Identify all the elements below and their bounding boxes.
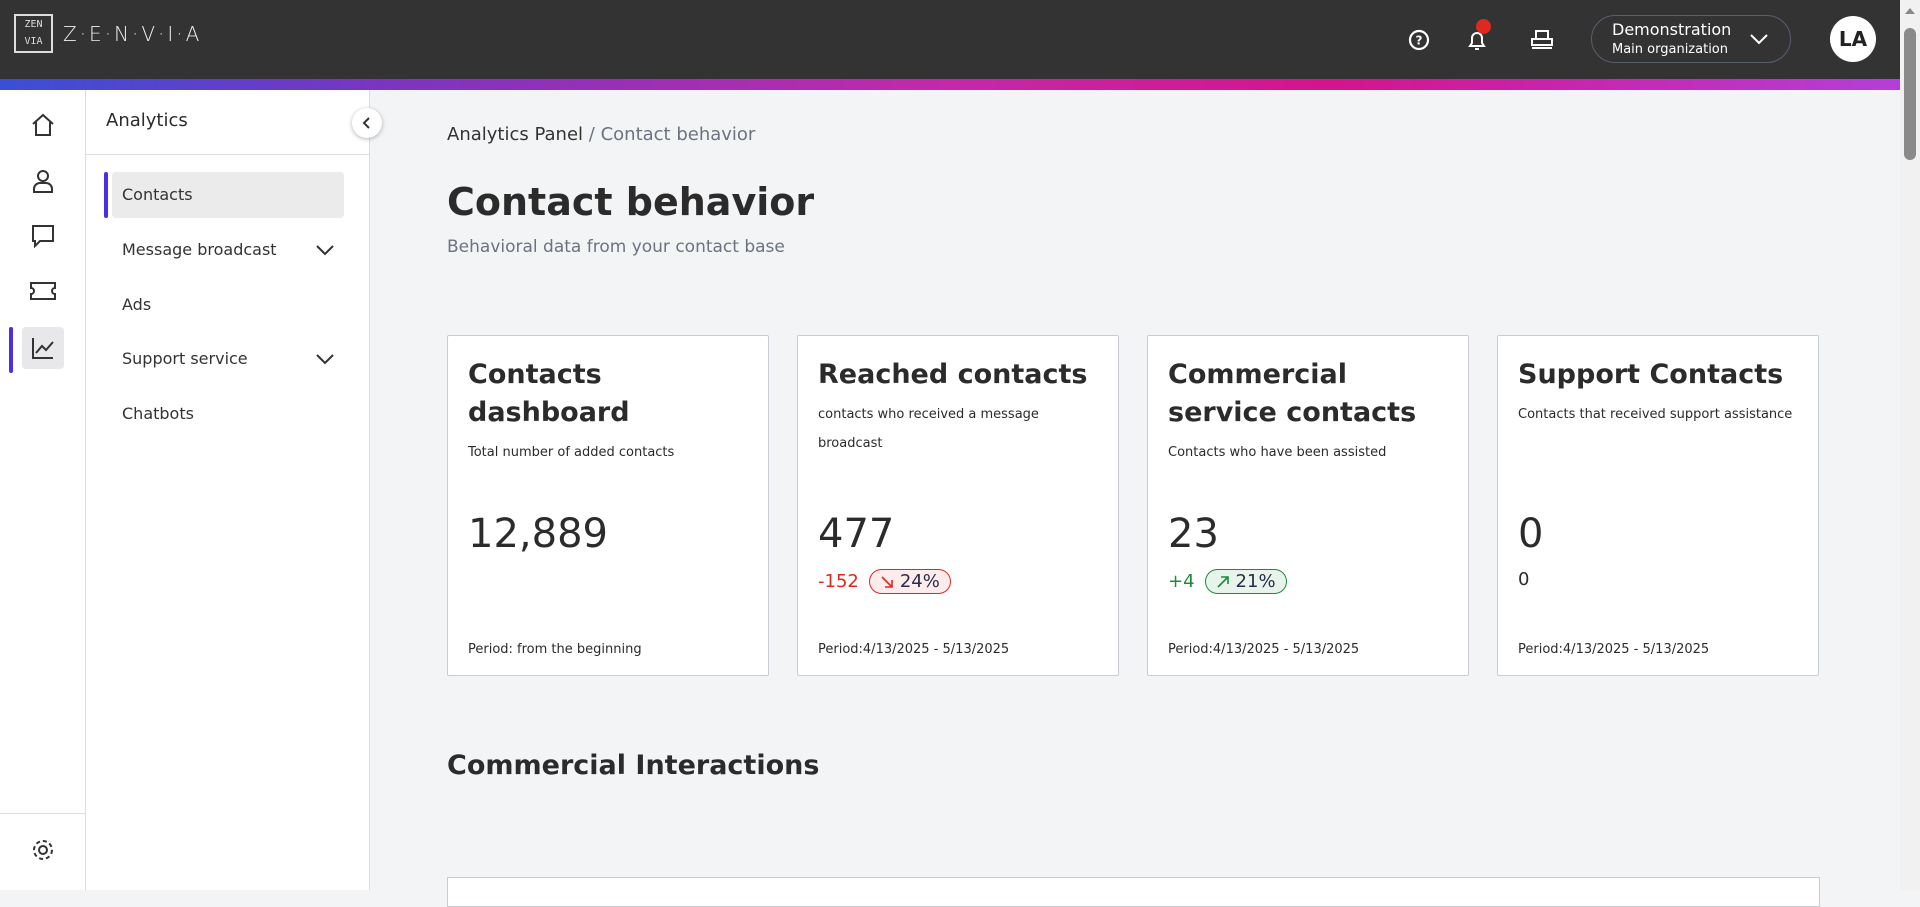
collapse-sidebar-button[interactable] bbox=[352, 108, 382, 138]
chevron-left-icon bbox=[362, 117, 370, 129]
sidebar-item-label: Contacts bbox=[122, 185, 193, 204]
rail-divider bbox=[0, 813, 86, 814]
card-period: Period:4/13/2025 - 5/13/2025 bbox=[818, 642, 1010, 657]
notification-badge bbox=[1476, 19, 1491, 34]
sidebar-item-message-broadcast[interactable]: Message broadcast bbox=[112, 227, 344, 273]
org-subtitle: Main organization bbox=[1612, 42, 1728, 57]
analytics-icon[interactable] bbox=[9, 327, 64, 373]
logo-text: Z·E·N·V·I·A bbox=[63, 21, 203, 46]
zenvia-logo[interactable]: ZEN VIA Z·E·N·V·I·A bbox=[14, 14, 202, 53]
organization-selector[interactable]: Demonstration Main organization bbox=[1591, 15, 1791, 63]
card-description: Contacts who have been assisted bbox=[1168, 445, 1387, 460]
sidebar-item-support-service[interactable]: Support service bbox=[112, 336, 344, 382]
avatar[interactable]: LA bbox=[1830, 16, 1876, 62]
icon-rail bbox=[0, 90, 86, 890]
chevron-down-icon bbox=[316, 354, 334, 365]
sidebar-item-label: Support service bbox=[122, 349, 248, 368]
card-delta: 0 bbox=[1518, 569, 1530, 590]
org-name: Demonstration bbox=[1612, 20, 1732, 39]
settings-icon[interactable] bbox=[22, 829, 64, 871]
breadcrumb: Analytics Panel / Contact behavior bbox=[447, 124, 755, 145]
card-title: Reached contacts bbox=[818, 359, 1088, 390]
trend-percent: 21% bbox=[1235, 571, 1276, 592]
sidebar-title: Analytics bbox=[86, 90, 369, 155]
card-period: Period: from the beginning bbox=[468, 642, 642, 657]
card-title: Support Contacts bbox=[1518, 359, 1784, 390]
card-contacts-dashboard: Contacts dashboard Total number of added… bbox=[447, 335, 769, 676]
breadcrumb-separator: / bbox=[588, 124, 595, 145]
card-period: Period:4/13/2025 - 5/13/2025 bbox=[1168, 642, 1360, 657]
sidebar-item-ads[interactable]: Ads bbox=[112, 282, 344, 328]
page-title: Contact behavior bbox=[447, 180, 815, 224]
arrow-down-right-icon bbox=[881, 575, 893, 588]
trend-badge: 24% bbox=[868, 569, 951, 594]
chat-icon[interactable] bbox=[22, 215, 64, 257]
card-commercial-service-contacts: Commercial service contacts Contacts who… bbox=[1147, 335, 1469, 676]
card-reached-contacts: Reached contacts contacts who received a… bbox=[797, 335, 1119, 676]
card-title: Commercial service contacts bbox=[1168, 359, 1417, 428]
section-title: Commercial Interactions bbox=[447, 750, 820, 781]
card-value: 23 bbox=[1168, 511, 1219, 557]
card-support-contacts: Support Contacts Contacts that received … bbox=[1497, 335, 1819, 676]
page-subtitle: Behavioral data from your contact base bbox=[447, 237, 785, 257]
breadcrumb-parent[interactable]: Analytics Panel bbox=[447, 124, 584, 145]
card-period: Period:4/13/2025 - 5/13/2025 bbox=[1518, 642, 1710, 657]
card-value: 477 bbox=[818, 511, 895, 557]
chevron-down-icon bbox=[1750, 34, 1768, 45]
scroll-thumb[interactable] bbox=[1904, 28, 1916, 160]
sidebar-item-chatbots[interactable]: Chatbots bbox=[112, 391, 344, 437]
card-description: contacts who received a message broadcas… bbox=[818, 407, 1039, 451]
user-icon[interactable] bbox=[22, 160, 64, 202]
scroll-up-arrow[interactable] bbox=[1905, 8, 1915, 14]
page-scrollbar[interactable] bbox=[1900, 0, 1920, 890]
analytics-sidebar: Analytics Contacts Message broadcast Ads… bbox=[86, 90, 370, 890]
brand-gradient-bar bbox=[0, 79, 1900, 90]
top-bar: ZEN VIA Z·E·N·V·I·A ? Demonstration Main … bbox=[0, 0, 1900, 79]
card-value: 0 bbox=[1518, 511, 1544, 557]
sidebar-item-contacts[interactable]: Contacts bbox=[104, 172, 344, 218]
commercial-interactions-panel bbox=[447, 877, 1820, 907]
trend-badge: 21% bbox=[1204, 569, 1287, 594]
logo-mark: ZEN VIA bbox=[14, 14, 53, 53]
sidebar-item-label: Message broadcast bbox=[122, 240, 277, 259]
printer-icon[interactable] bbox=[1526, 24, 1558, 56]
chevron-down-icon bbox=[316, 245, 334, 256]
card-value: 12,889 bbox=[468, 511, 608, 557]
card-title: Contacts dashboard bbox=[468, 359, 630, 428]
sidebar-item-label: Ads bbox=[122, 295, 152, 314]
card-description: Total number of added contacts bbox=[468, 445, 675, 460]
arrow-up-right-icon bbox=[1216, 575, 1229, 588]
ticket-icon[interactable] bbox=[22, 270, 64, 312]
sidebar-item-label: Chatbots bbox=[122, 404, 194, 423]
home-icon[interactable] bbox=[22, 104, 64, 146]
svg-text:?: ? bbox=[1416, 34, 1423, 48]
notifications-bell-icon[interactable] bbox=[1461, 19, 1493, 56]
card-delta: +4 bbox=[1168, 571, 1195, 592]
help-icon[interactable]: ? bbox=[1403, 24, 1435, 56]
trend-percent: 24% bbox=[899, 571, 940, 592]
card-delta: -152 bbox=[818, 571, 859, 592]
breadcrumb-current: Contact behavior bbox=[600, 124, 756, 145]
card-description: Contacts that received support assistanc… bbox=[1518, 407, 1793, 422]
